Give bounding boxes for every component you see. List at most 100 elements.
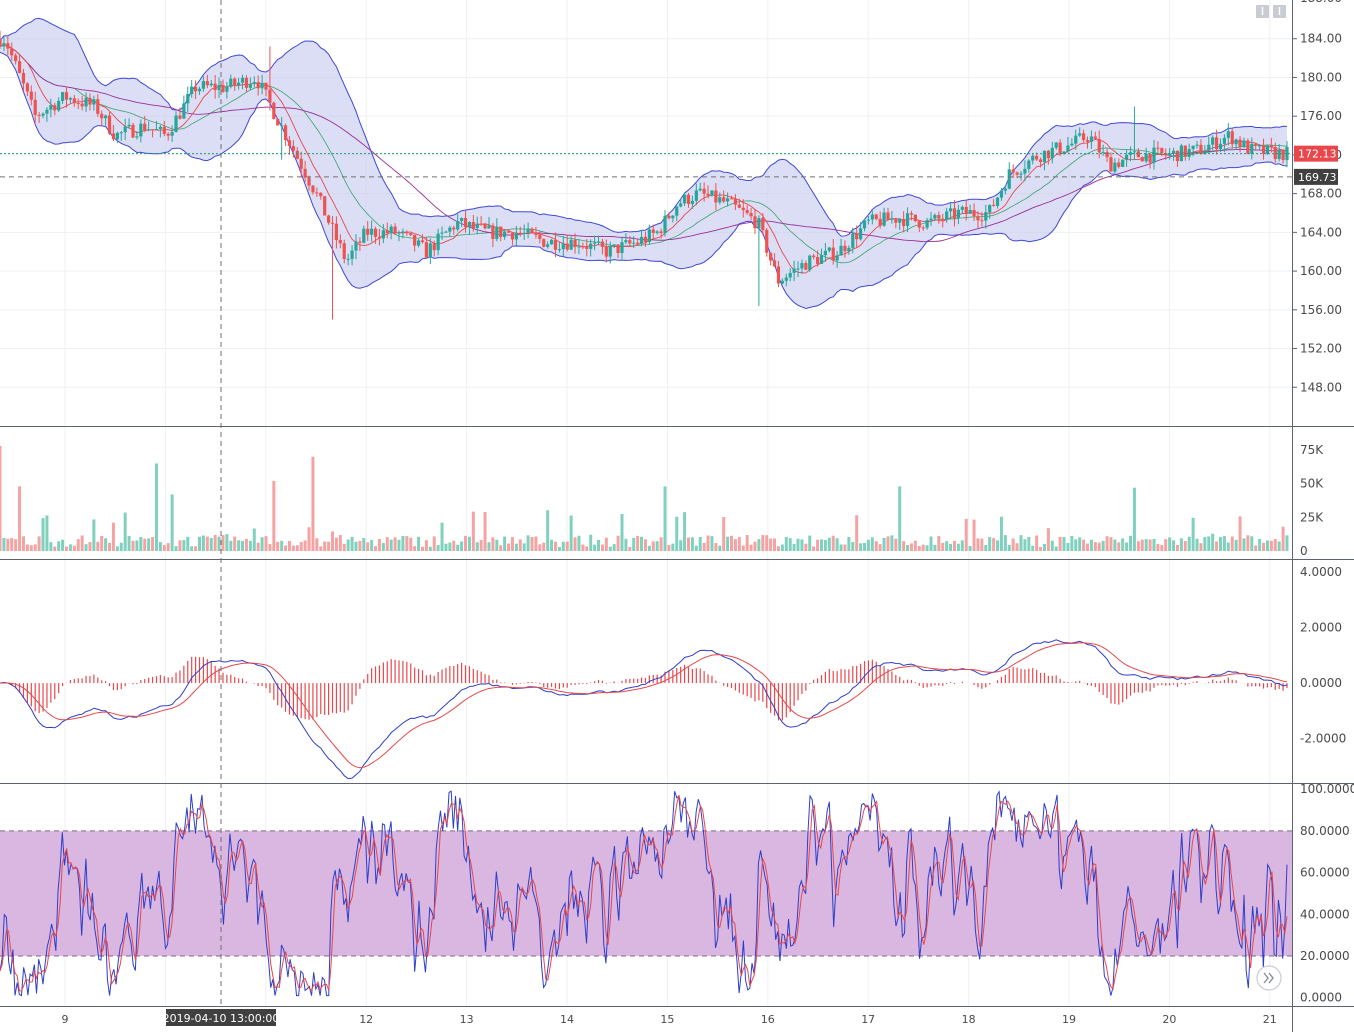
last-price-badge: 172.13 (1294, 145, 1338, 162)
candle-body (843, 245, 847, 252)
volume-bar (88, 541, 92, 551)
candle (1214, 129, 1219, 155)
candle (57, 97, 61, 113)
price-axis[interactable]: 148.00 152.00 156.00 160.00 164.00 168.00 172.… (1292, 0, 1342, 394)
crosshair-time-label: 2019-04-10 13:00:00 (163, 1012, 280, 1025)
candle-body (917, 221, 921, 228)
bollinger-upper-line (0, 17, 1288, 237)
candle (546, 241, 550, 249)
candle (174, 111, 178, 133)
candle-body (632, 242, 636, 244)
volume-bar (319, 546, 323, 551)
candle (107, 111, 112, 135)
candle (792, 260, 796, 282)
candle-body (366, 228, 370, 235)
volume-bar (389, 539, 393, 551)
candle (115, 131, 119, 144)
candle-body (1132, 151, 1137, 153)
candle (432, 240, 436, 257)
candle-body (827, 247, 831, 251)
volume-bar (526, 535, 530, 551)
time-tick-label: 21 (1263, 1013, 1277, 1026)
candle-body (937, 215, 941, 219)
price-tick-label: 152.00 (1300, 342, 1342, 356)
candle (561, 235, 565, 257)
time-axis[interactable]: 9 12 13 14 15 16 17 18 19 20 21 (62, 1013, 1277, 1026)
volume-bar (303, 540, 307, 551)
volume-bar (577, 535, 581, 551)
candle-body (276, 119, 280, 126)
candle-body (749, 212, 753, 217)
candle (1089, 130, 1094, 149)
candle (323, 196, 327, 216)
candle (104, 114, 108, 126)
time-tick-label: 12 (359, 1013, 373, 1026)
volume-bar (929, 536, 933, 551)
candle-body (213, 83, 217, 91)
volume-bar (757, 539, 761, 551)
volume-bar (1078, 537, 1082, 551)
candle (401, 228, 405, 239)
stochastic-tick-label: 80.0000 (1300, 824, 1350, 838)
volume-bar (1207, 536, 1211, 551)
candle (737, 198, 741, 209)
volume-bar (753, 541, 757, 551)
candle (886, 208, 890, 220)
candle-body (675, 206, 679, 216)
candle (154, 120, 159, 131)
candle-body (733, 198, 738, 205)
candle (479, 216, 483, 226)
volume-bar (874, 541, 878, 551)
download-icon[interactable] (1256, 5, 1269, 18)
volume-tick-label: 75K (1300, 443, 1324, 457)
candle (639, 230, 644, 247)
volume-bar (960, 540, 964, 551)
time-tick-label: 16 (761, 1013, 775, 1026)
candle (96, 94, 100, 117)
candle (667, 212, 671, 220)
candle (1066, 137, 1070, 153)
candle (1238, 136, 1242, 153)
candle (1160, 147, 1164, 157)
candle-body (659, 231, 663, 234)
bollinger-band (0, 17, 1288, 309)
candle (593, 235, 597, 251)
candle-body (197, 88, 202, 92)
candle-body (475, 223, 479, 228)
candle-body (886, 212, 890, 220)
candle-body (1187, 149, 1191, 157)
volume-bar (229, 540, 233, 551)
fullscreen-icon[interactable] (1273, 5, 1286, 18)
candle-body (792, 268, 796, 273)
candle (1109, 152, 1113, 172)
candle-body (1062, 151, 1066, 154)
volume-bar (201, 535, 205, 551)
candle (76, 98, 80, 109)
candle-body (726, 198, 730, 202)
double-chevron-right-icon[interactable] (1256, 965, 1282, 991)
candle-body (1070, 143, 1074, 146)
candle (913, 214, 917, 223)
candle (671, 215, 675, 223)
candle-body (620, 242, 624, 253)
volume-bar (941, 542, 945, 551)
volume-bar (624, 538, 628, 551)
volume-bar (1109, 537, 1113, 551)
volume-bar (1183, 540, 1187, 551)
time-tick-label: 17 (861, 1013, 875, 1026)
candle-body (147, 129, 151, 131)
candle (111, 124, 116, 142)
candle (385, 222, 389, 239)
candle-body (291, 146, 295, 151)
candle-body (311, 185, 315, 193)
candle-body (1058, 142, 1062, 154)
candle-body (624, 240, 628, 243)
volume-bar (495, 539, 499, 551)
candle-body (53, 105, 57, 111)
volume-bar (956, 543, 960, 551)
candle (549, 238, 554, 245)
candle (88, 93, 92, 111)
volume-bar (643, 539, 647, 551)
